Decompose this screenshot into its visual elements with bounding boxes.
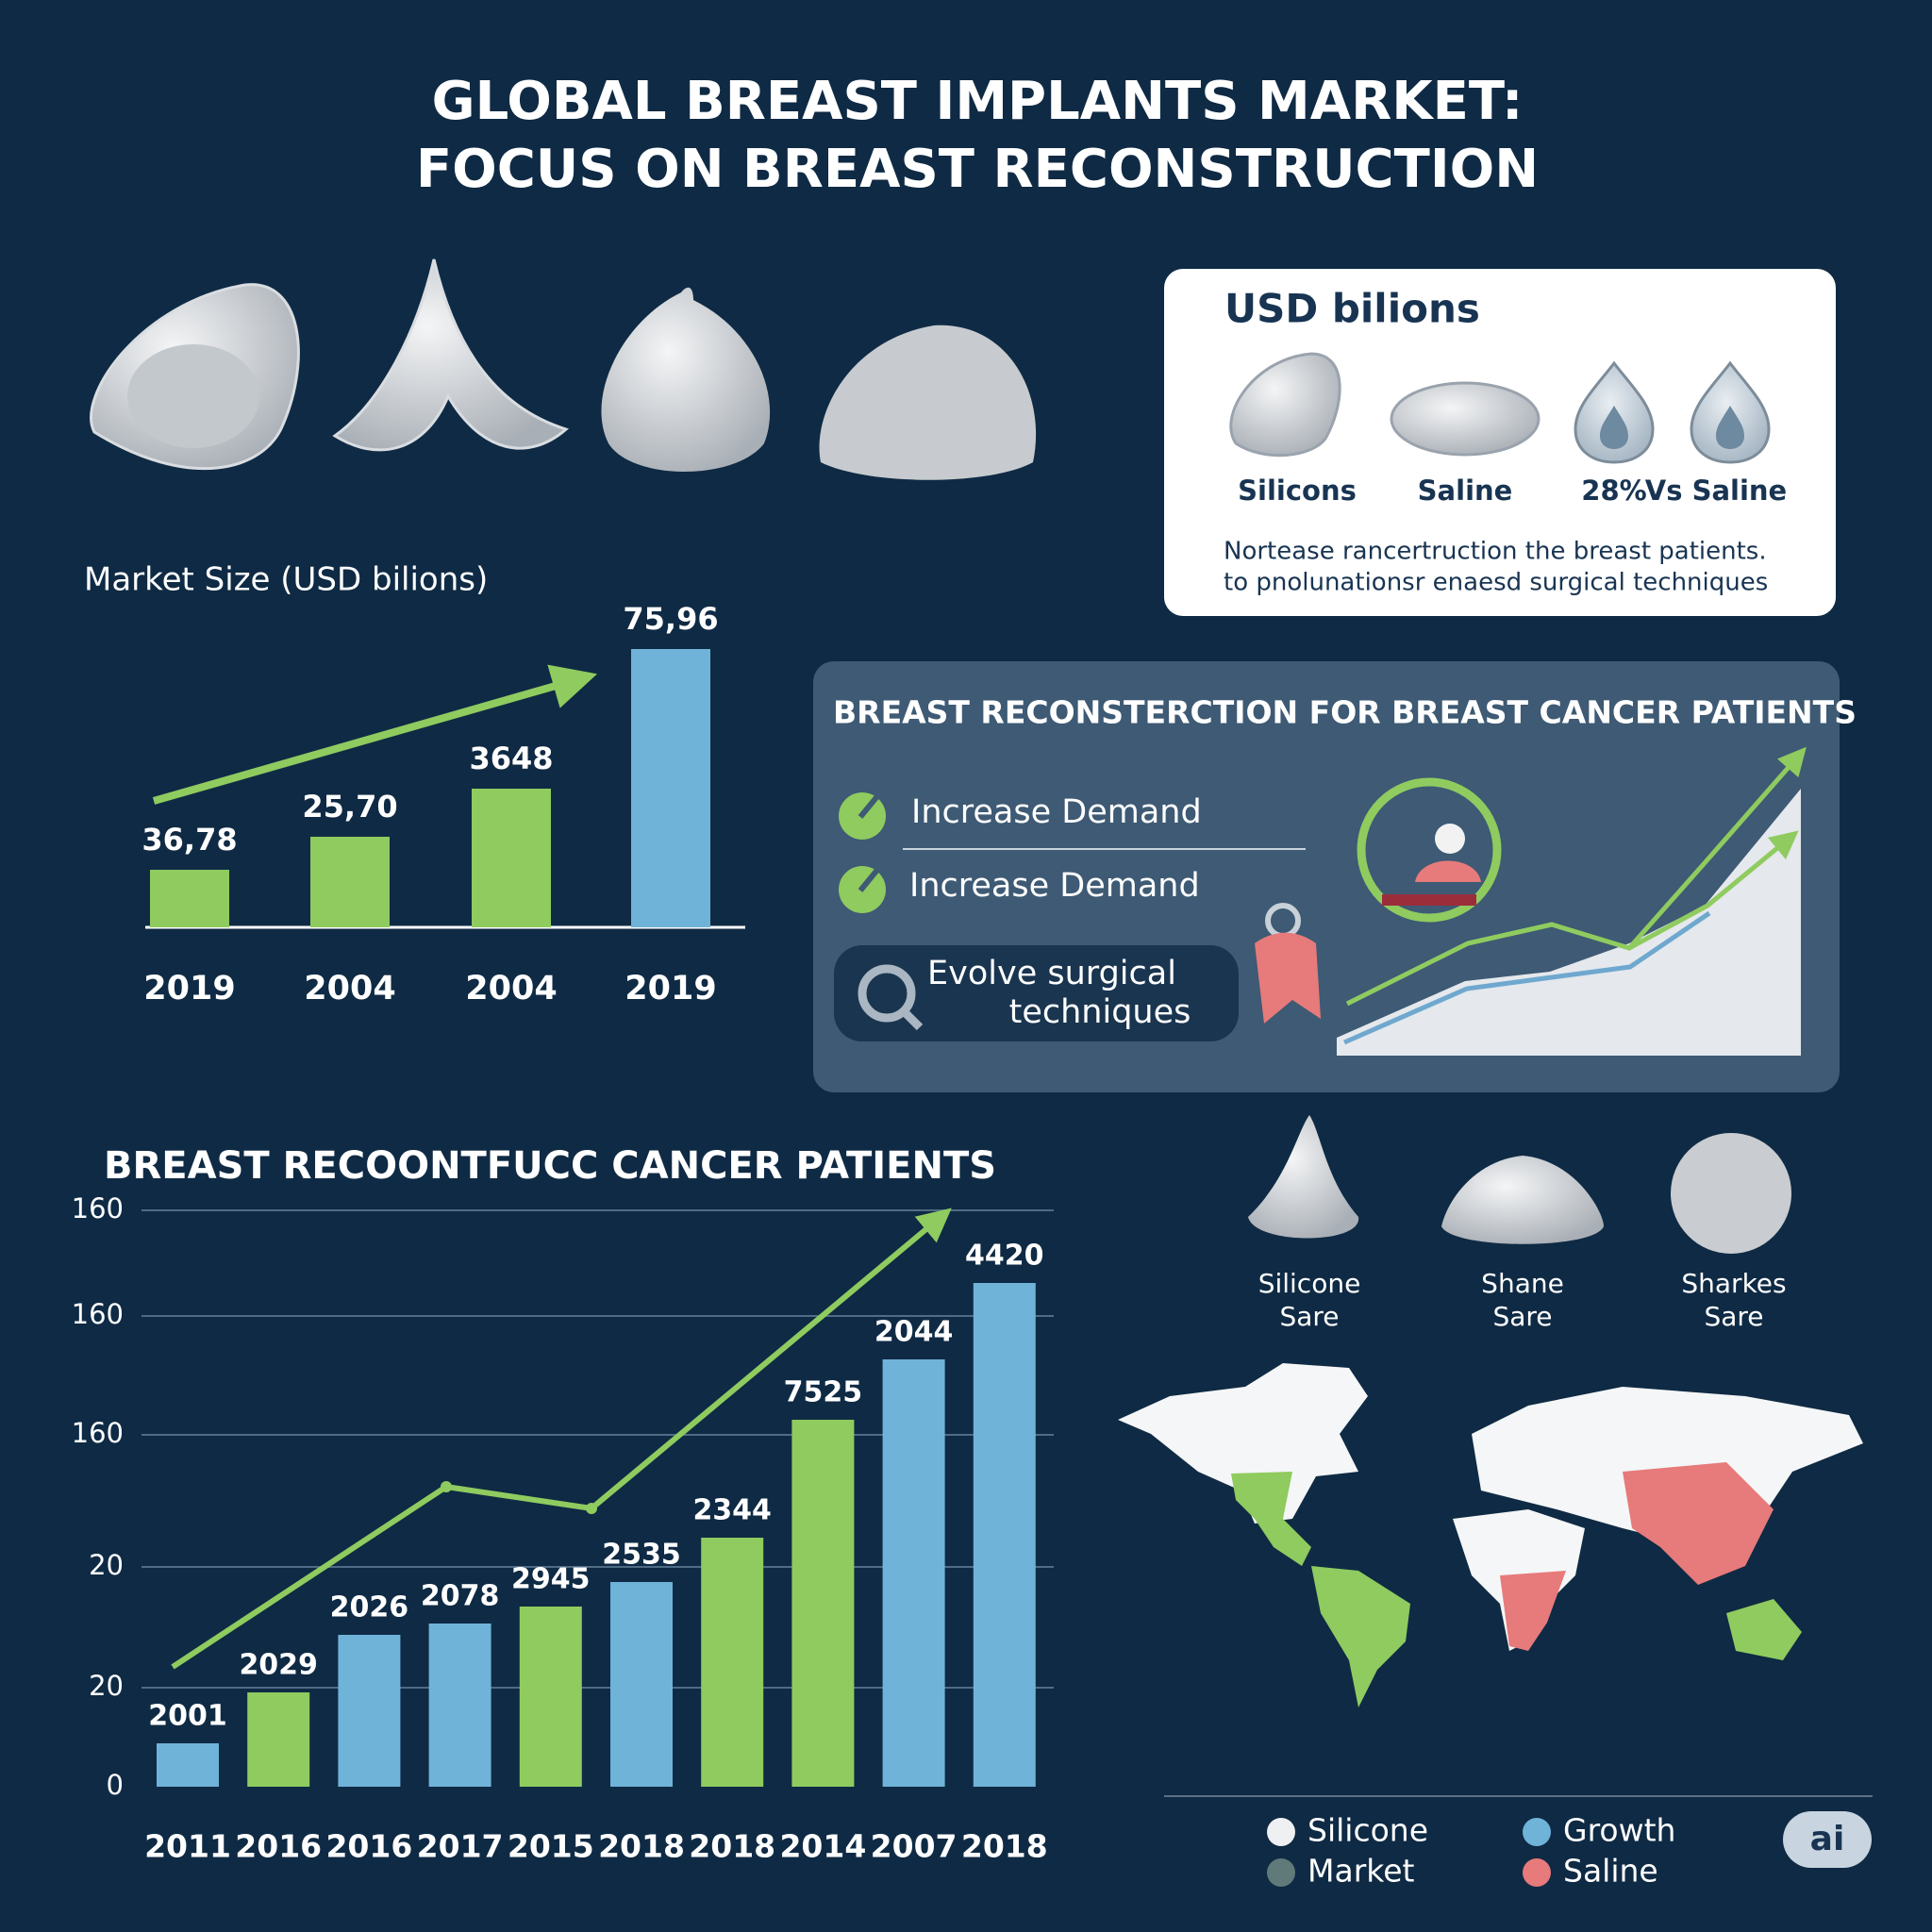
- year-label: 2018: [598, 1828, 685, 1865]
- card-label: Saline: [1418, 475, 1513, 507]
- implant-name: Sharkes: [1681, 1268, 1786, 1299]
- year-label: 2016: [235, 1828, 322, 1865]
- year-label: 2014: [779, 1828, 866, 1865]
- implant-icons: [1248, 1115, 1791, 1254]
- badge-text: ai: [1810, 1820, 1845, 1858]
- bar-label: 2344: [692, 1494, 772, 1527]
- bar: [519, 1607, 582, 1787]
- legend-label: Saline: [1563, 1853, 1658, 1890]
- bar: [157, 1743, 219, 1787]
- bar-label: 2535: [602, 1539, 681, 1572]
- bar: [428, 1624, 491, 1787]
- y-tick-label: 20: [89, 1549, 124, 1581]
- year-label: 2004: [304, 970, 395, 1008]
- legend-swatch: [1267, 1858, 1295, 1887]
- history-chart: 1601601602020020012011202920162026201620…: [72, 1192, 1054, 1865]
- implant-sub: Sare: [1492, 1301, 1552, 1332]
- card-icons: [1229, 352, 1771, 464]
- panel-title: BREAST RECONSTERCTION FOR BREAST CANCER …: [833, 694, 1857, 731]
- y-tick-label: 160: [72, 1298, 124, 1330]
- check-icons: [839, 789, 886, 913]
- ribbon-icon: [1255, 903, 1321, 1024]
- search-icon: [858, 964, 916, 1023]
- year-label: 2007: [871, 1828, 958, 1865]
- year-label: 2016: [325, 1828, 412, 1865]
- trend-point: [441, 1481, 452, 1492]
- trend-arrow: [152, 664, 598, 805]
- year-label: 2019: [143, 970, 235, 1008]
- pill: [834, 945, 1239, 1041]
- card-title: USD bilions: [1224, 286, 1480, 332]
- year-label: 2011: [144, 1828, 231, 1865]
- title: GLOBAL BREAST IMPLANTS MARKET:: [432, 71, 1524, 132]
- bar-label: 2029: [239, 1649, 318, 1682]
- badge: [1783, 1811, 1872, 1868]
- year-label: 2018: [961, 1828, 1048, 1865]
- bar: [310, 837, 390, 927]
- bar: [472, 789, 551, 927]
- implant-sub: Sare: [1704, 1301, 1763, 1332]
- trend-point: [586, 1503, 597, 1514]
- bar-label: 2044: [874, 1316, 954, 1349]
- year-label: 2017: [417, 1828, 504, 1865]
- card-label: Silicons: [1238, 475, 1357, 507]
- pill-text: Evolve surgical: [927, 955, 1176, 992]
- year-label: 2018: [689, 1828, 775, 1865]
- title: FOCUS ON BREAST RECONSTRUCTION: [416, 139, 1539, 200]
- bar-label: 36,78: [142, 822, 237, 858]
- year-label: 2019: [625, 970, 716, 1008]
- implant-icons: [90, 258, 1037, 480]
- card-note: to pnolunationsr enaesd surgical techniq…: [1224, 569, 1768, 597]
- implant-name: Silicone: [1258, 1268, 1361, 1299]
- card-label: 28%: [1581, 475, 1646, 507]
- chart-label: Market Size (USD bilions): [84, 561, 488, 599]
- bar: [247, 1692, 310, 1787]
- year-label: 2015: [508, 1828, 594, 1865]
- y-tick-label: 160: [72, 1417, 124, 1449]
- implant-name: Shane: [1481, 1268, 1564, 1299]
- world-map: [1118, 1363, 1863, 1707]
- y-tick-label: 0: [107, 1769, 124, 1801]
- year-label: 2004: [465, 970, 557, 1008]
- chart-title: BREAST RECOONTFUCC CANCER PATIENTS: [104, 1144, 996, 1188]
- bar: [882, 1359, 945, 1787]
- bar: [973, 1283, 1036, 1787]
- legend-swatch: [1523, 1858, 1551, 1887]
- panel-item: Increase Demand: [909, 867, 1200, 905]
- panel-item: Increase Demand: [911, 793, 1202, 831]
- legend-swatch: [1523, 1818, 1551, 1846]
- bar-label: 2001: [148, 1700, 227, 1733]
- bar-label: 2026: [330, 1591, 409, 1624]
- bar-label: 75,96: [623, 601, 718, 637]
- bar-label: 7525: [784, 1376, 863, 1409]
- bar: [610, 1582, 673, 1787]
- card-label: Vs Saline: [1645, 475, 1787, 507]
- market-chart: 36,78 2019 25,70 2004 3648 2004 75,96 2019: [142, 601, 745, 1008]
- bar: [701, 1538, 764, 1787]
- legend-label: Growth: [1563, 1812, 1675, 1849]
- bar-label: 4420: [965, 1240, 1044, 1273]
- bar-label: 25,70: [302, 789, 397, 824]
- legend-label: Market: [1307, 1853, 1414, 1890]
- mini-line-chart: [1337, 746, 1807, 1056]
- card-note: Nortease rancertruction the breast patie…: [1224, 538, 1767, 566]
- pill-text: techniques: [1009, 993, 1191, 1031]
- bar: [631, 649, 710, 927]
- legend-label: Silicone: [1307, 1812, 1428, 1849]
- bar: [791, 1420, 855, 1787]
- implant-sub: Sare: [1279, 1301, 1339, 1332]
- bar: [150, 870, 229, 927]
- y-tick-label: 160: [72, 1192, 124, 1224]
- bar-label: 2078: [421, 1580, 500, 1613]
- trend-arrow: [171, 1208, 952, 1670]
- bar-label: 3648: [469, 741, 553, 776]
- search-icon: [900, 1008, 924, 1031]
- legend-swatch: [1267, 1818, 1295, 1846]
- y-tick-label: 20: [89, 1670, 124, 1702]
- bar-label: 2945: [511, 1563, 591, 1596]
- bar: [338, 1635, 401, 1787]
